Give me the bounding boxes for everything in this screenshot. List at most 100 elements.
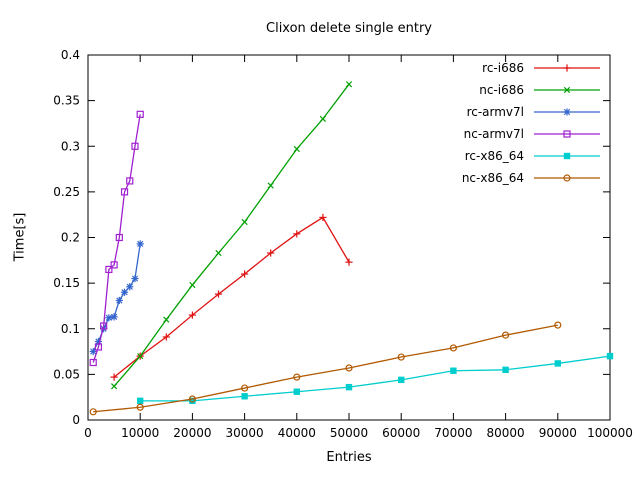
square-filled-marker bbox=[293, 388, 300, 395]
circle-open-marker bbox=[345, 364, 353, 372]
y-tick-label: 0.1 bbox=[61, 322, 80, 336]
asterisk-marker bbox=[105, 314, 113, 322]
legend-label: nc-armv7l bbox=[464, 127, 524, 141]
legend-label: rc-i686 bbox=[482, 61, 524, 75]
square-open-marker bbox=[110, 261, 118, 269]
x-tick-label: 70000 bbox=[434, 426, 472, 440]
y-tick-label: 0.3 bbox=[61, 139, 80, 153]
x-tick-label: 20000 bbox=[173, 426, 211, 440]
x-tick-label: 90000 bbox=[539, 426, 577, 440]
circle-open-marker bbox=[449, 344, 457, 352]
asterisk-marker bbox=[136, 240, 144, 248]
y-tick-label: 0 bbox=[72, 413, 80, 427]
circle-open-marker bbox=[563, 174, 571, 182]
asterisk-marker bbox=[110, 313, 118, 321]
series-line bbox=[92, 114, 141, 363]
circle-open-marker bbox=[188, 395, 196, 403]
series-rc-i686 bbox=[110, 213, 353, 381]
plus-marker bbox=[345, 258, 353, 266]
cross-marker bbox=[293, 145, 300, 153]
x-tick-label: 60000 bbox=[382, 426, 420, 440]
circle-open-marker bbox=[241, 384, 249, 392]
asterisk-marker bbox=[563, 108, 571, 116]
square-open-marker bbox=[105, 265, 113, 274]
cross-marker bbox=[110, 383, 118, 390]
axis-ticks bbox=[87, 54, 611, 421]
legend: rc-i686 nc-i686 rc-armv7l nc-armv7l rc-x86_6… bbox=[462, 61, 600, 185]
y-tick-label: 0.2 bbox=[61, 231, 80, 245]
circle-open-marker bbox=[554, 321, 562, 329]
square-filled-marker bbox=[398, 376, 405, 384]
y-tick-label: 0.15 bbox=[53, 276, 80, 290]
series-line bbox=[93, 324, 558, 413]
circle-open-marker bbox=[89, 408, 97, 416]
series-rc-armv7l bbox=[89, 240, 144, 356]
x-tick-label: 0 bbox=[84, 426, 92, 440]
cross-marker bbox=[137, 353, 144, 360]
cross-marker bbox=[267, 182, 274, 189]
plus-marker bbox=[188, 311, 196, 319]
square-open-marker bbox=[115, 233, 123, 242]
square-filled-marker bbox=[450, 367, 457, 374]
x-tick-label: 50000 bbox=[330, 426, 368, 440]
plus-marker bbox=[293, 230, 301, 238]
plus-marker bbox=[563, 64, 571, 72]
asterisk-marker bbox=[115, 296, 123, 305]
cross-marker bbox=[163, 316, 170, 323]
chart-title: Clixon delete single entry bbox=[266, 21, 432, 36]
legend-label: rc-armv7l bbox=[467, 105, 524, 119]
square-open-marker bbox=[136, 110, 144, 118]
cross-marker bbox=[345, 81, 353, 88]
square-filled-marker bbox=[606, 352, 614, 360]
series-nc-armv7l bbox=[89, 110, 144, 367]
asterisk-marker bbox=[120, 288, 129, 296]
cross-marker bbox=[241, 218, 248, 226]
circle-open-marker bbox=[293, 373, 301, 381]
square-filled-marker bbox=[137, 397, 144, 405]
square-filled-marker bbox=[563, 152, 571, 160]
series-nc-i686 bbox=[110, 81, 353, 390]
square-filled-marker bbox=[189, 397, 196, 405]
asterisk-marker bbox=[131, 274, 139, 283]
cross-marker bbox=[319, 115, 327, 122]
plus-marker bbox=[110, 373, 118, 381]
series-line bbox=[113, 83, 350, 387]
x-tick-label: 40000 bbox=[278, 426, 316, 440]
square-open-marker bbox=[563, 130, 571, 138]
series-rc-x86_64 bbox=[137, 352, 614, 405]
legend-label: rc-x86_64 bbox=[465, 149, 524, 163]
y-tick-label: 0.4 bbox=[61, 48, 80, 62]
plus-marker bbox=[267, 249, 275, 257]
y-tick-label: 0.05 bbox=[53, 367, 80, 381]
square-open-marker bbox=[126, 177, 134, 185]
plus-marker bbox=[241, 270, 249, 278]
axis-tick-labels: 0 10000 20000 30000 40000 50000 60000 70000 8000… bbox=[53, 48, 633, 440]
circle-open-marker bbox=[397, 353, 405, 361]
series-line bbox=[140, 355, 611, 402]
y-tick-label: 0.25 bbox=[53, 185, 80, 199]
x-tick-label: 10000 bbox=[121, 426, 159, 440]
series-line bbox=[113, 216, 350, 378]
y-tick-label: 0.35 bbox=[53, 94, 80, 108]
square-filled-marker bbox=[554, 360, 561, 367]
plus-marker bbox=[214, 290, 223, 298]
square-open-marker bbox=[131, 142, 139, 150]
legend-label: nc-i686 bbox=[479, 83, 524, 97]
x-tick-label: 30000 bbox=[226, 426, 264, 440]
square-filled-marker bbox=[502, 366, 509, 374]
plus-marker bbox=[162, 333, 170, 341]
series-nc-x86_64 bbox=[89, 321, 562, 416]
x-axis-label: Entries bbox=[326, 450, 372, 465]
square-open-marker bbox=[100, 322, 108, 330]
cross-marker bbox=[215, 249, 222, 257]
plus-marker bbox=[319, 213, 327, 222]
square-open-marker bbox=[89, 358, 97, 367]
cross-marker bbox=[563, 86, 571, 94]
asterisk-marker bbox=[126, 283, 134, 291]
legend-label: nc-x86_64 bbox=[462, 171, 524, 185]
square-open-marker bbox=[120, 188, 129, 196]
square-filled-marker bbox=[241, 393, 248, 400]
x-tick-label: 80000 bbox=[487, 426, 525, 440]
